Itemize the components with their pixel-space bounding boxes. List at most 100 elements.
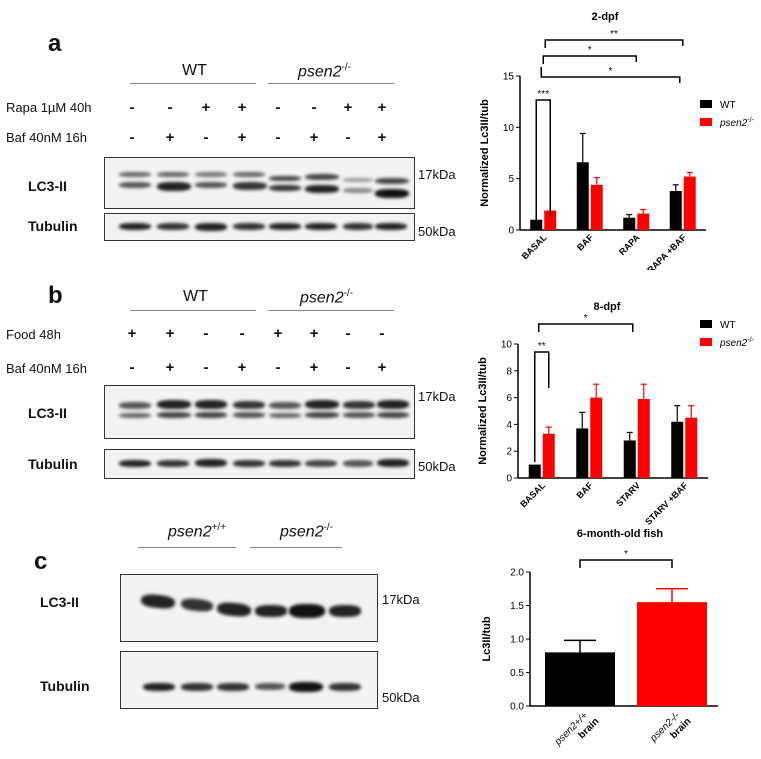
- group-label-psen2-b: psen2-/-: [300, 288, 354, 307]
- treatment-symbol: +: [377, 359, 387, 376]
- blot-label-tubulin-c: Tubulin: [40, 678, 90, 694]
- treatment-symbol: -: [129, 359, 135, 376]
- legend-swatch: [700, 100, 712, 108]
- blot-lc3-b: [104, 385, 415, 439]
- legend-swatch: [700, 118, 712, 126]
- treatment-symbol: -: [275, 359, 281, 376]
- blot-lc3-a: [104, 157, 415, 209]
- treatment-symbol: +: [201, 99, 211, 116]
- kda-label-17-c: 17kDa: [382, 592, 420, 607]
- bar: [590, 184, 603, 230]
- legend-label: psen2-/-: [719, 117, 755, 129]
- group-underline-c1: [138, 547, 236, 548]
- group-underline-c2: [250, 547, 342, 548]
- x-tick-label: BASAL: [518, 480, 547, 509]
- x-tick-label: psen2-/-brain: [648, 710, 694, 745]
- bar: [590, 397, 603, 478]
- significance-bracket: [542, 55, 637, 64]
- treatment-symbol: +: [165, 129, 175, 146]
- y-tick-label: 15: [503, 72, 515, 83]
- significance-bracket: [579, 559, 673, 568]
- blot-label-tubulin: Tubulin: [28, 218, 78, 234]
- bar-chart-6month: 6-month-old fish 0.0 0.5 1.0 1.5 2.0 Lc3II/tub…: [481, 528, 718, 748]
- bar: [623, 440, 636, 478]
- significance-label: **: [610, 29, 618, 40]
- legend-label: WT: [720, 100, 736, 111]
- panel-letter-b: b: [48, 282, 63, 309]
- treatment-symbol: -: [203, 325, 209, 342]
- x-tick-label: RAPA +BAF: [645, 232, 688, 270]
- treatment-symbol: +: [165, 359, 175, 376]
- y-tick-label: 0.0: [510, 702, 524, 713]
- blot-label-lc3-b: LC3-II: [28, 405, 67, 421]
- treatment-symbol: +: [237, 359, 247, 376]
- blot-tubulin-c: [120, 651, 378, 709]
- significance-bracket: [540, 67, 681, 83]
- group-label-psen2: psen2-/-: [298, 62, 352, 81]
- y-tick-label: 2.0: [510, 568, 524, 579]
- group-label-psen2-wt: psen2+/+: [168, 522, 227, 541]
- x-tick-label: STARV +BAF: [643, 480, 690, 526]
- blot-label-tubulin-b: Tubulin: [28, 456, 78, 472]
- kda-label-50-b: 50kDa: [418, 459, 456, 474]
- x-tick-label: STARV: [614, 480, 642, 508]
- bar: [637, 398, 650, 478]
- significance-label: *: [624, 549, 628, 560]
- treatment-symbol: +: [237, 129, 247, 146]
- panel-letter-a: a: [48, 30, 62, 57]
- y-tick-label: 2: [506, 447, 512, 458]
- y-tick-label: 8: [506, 366, 512, 377]
- y-tick-label: 0.5: [510, 668, 524, 679]
- y-tick-label: 0: [508, 226, 514, 237]
- y-tick-label: 4: [506, 420, 512, 431]
- legend-swatch: [700, 320, 712, 328]
- bar: [637, 602, 707, 706]
- x-tick-label: BASAL: [520, 232, 549, 261]
- treatment-symbol: -: [239, 325, 245, 342]
- treatment-symbol: +: [127, 325, 137, 342]
- treatment-label-baf-b: Baf 40nM 16h: [6, 361, 87, 376]
- treatment-symbol: -: [345, 359, 351, 376]
- blot-lc3-c: [120, 574, 378, 642]
- group-underline-wt: [130, 83, 256, 84]
- treatment-symbol: -: [203, 359, 209, 376]
- significance-label: *: [609, 66, 613, 77]
- treatment-symbol: -: [167, 99, 173, 116]
- y-tick-label: 6: [506, 393, 512, 404]
- bar: [528, 464, 541, 478]
- treatment-symbol: +: [309, 359, 319, 376]
- bar-chart-8dpf: 8-dpf 0 2 4 6 8 10 Normalized Lc3II/tub BASAL BAF…: [477, 301, 755, 526]
- bar: [637, 213, 650, 230]
- treatment-symbol: +: [343, 99, 353, 116]
- treatment-label-baf: Baf 40nM 16h: [6, 130, 87, 145]
- x-tick-label: RAPA: [617, 232, 642, 257]
- bar: [671, 421, 684, 478]
- x-tick-label: BAF: [575, 232, 596, 253]
- bar-chart-2dpf: 2-dpf 0 5 10 15 Normalized Lc3II/tub BASAL BAF R…: [479, 11, 755, 270]
- bar: [530, 219, 543, 230]
- bar: [544, 210, 557, 230]
- chart-title: 8-dpf: [594, 301, 621, 313]
- y-tick-label: 1.0: [510, 635, 524, 646]
- chart-title: 2-dpf: [592, 11, 619, 23]
- treatment-symbol: +: [309, 129, 319, 146]
- treatment-symbol: -: [345, 325, 351, 342]
- y-axis-label: Normalized Lc3II/tub: [477, 357, 489, 465]
- significance-label: *: [588, 45, 592, 56]
- treatment-symbol: -: [311, 99, 317, 116]
- treatment-symbol: +: [309, 325, 319, 342]
- treatment-symbol: -: [275, 99, 281, 116]
- y-tick-label: 10: [503, 123, 515, 134]
- treatment-label-rapa: Rapa 1µM 40h: [6, 100, 92, 115]
- y-tick-label: 0: [506, 474, 512, 485]
- bar: [542, 433, 555, 478]
- y-tick-label: 5: [508, 174, 514, 185]
- blot-label-lc3-c: LC3-II: [40, 594, 79, 610]
- group-label-wt: WT: [182, 62, 207, 79]
- treatment-symbol: +: [237, 99, 247, 116]
- legend-label: WT: [720, 320, 736, 331]
- bar: [685, 417, 698, 478]
- group-label-wt-b: WT: [183, 288, 208, 305]
- significance-bracket: [535, 99, 551, 224]
- bar: [576, 162, 589, 230]
